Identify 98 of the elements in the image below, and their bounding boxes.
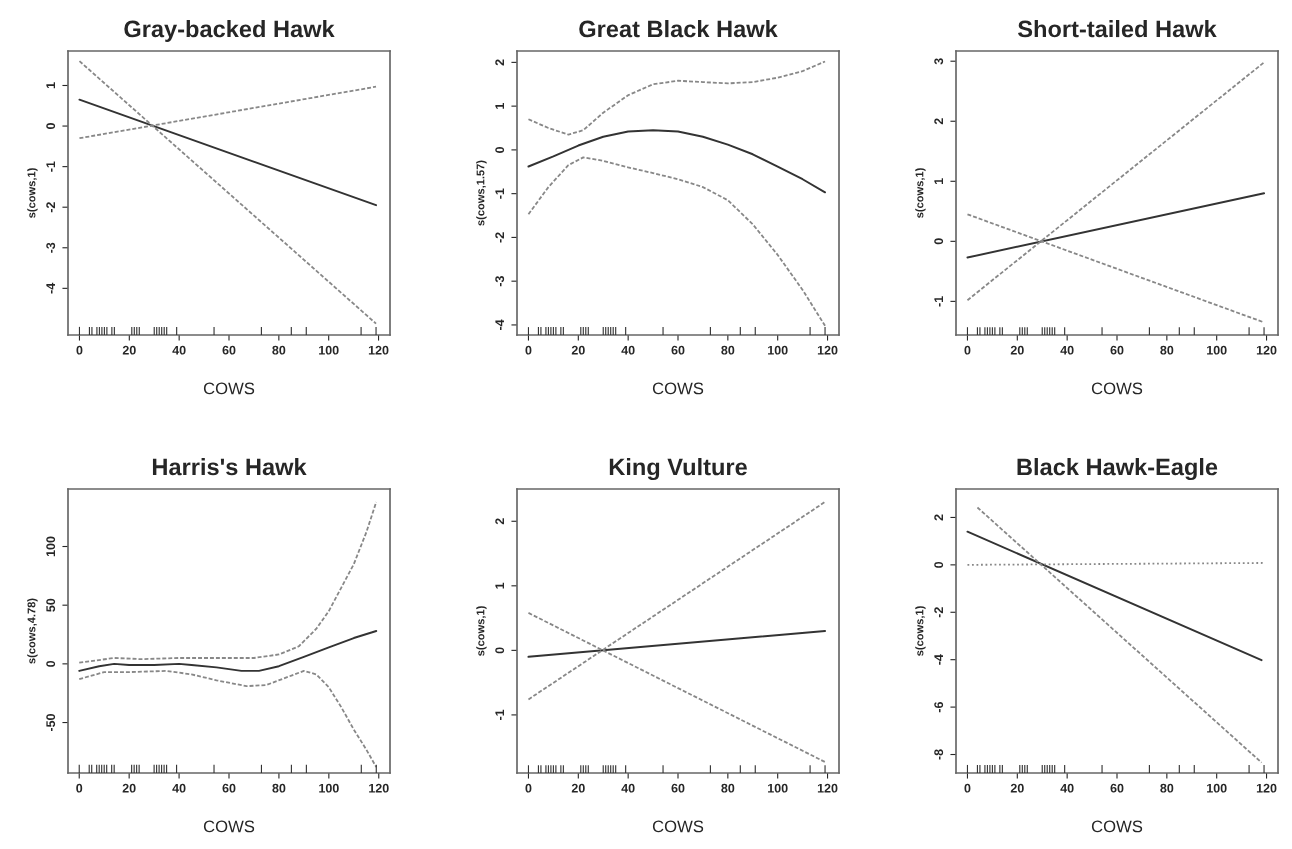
x-tick-label: 20 [122,345,136,355]
x-tick-label: 80 [1160,345,1174,355]
y-tick-label: 2 [495,518,504,525]
chart-title: Black Hawk-Eagle [1017,458,1218,481]
x-tick-label: 120 [369,783,389,793]
y-tick-label: 1 [46,82,55,89]
chart-title: Harris's Hawk [152,458,307,476]
x-axis-title: COWS [652,382,704,395]
x-tick-label: 100 [1207,345,1227,355]
x-tick-label: 80 [272,345,286,355]
y-tick-label: 2 [934,118,943,125]
y-tick-label: 0 [495,647,505,654]
x-tick-label: 0 [964,783,971,793]
x-tick-label: 80 [272,783,286,793]
x-tick-label: 40 [1060,783,1074,793]
y-tick-label: 50 [46,598,56,612]
y-tick-label: -2 [934,607,943,618]
y-axis-title: s(cows,1) [476,606,487,656]
x-tick-label: 0 [525,783,532,793]
y-axis-title: s(cows,4.78) [27,598,38,664]
chart-title: Short-tailed Hawk [1017,20,1217,38]
y-tick-label: -1 [495,709,504,720]
x-tick-label: 100 [319,345,339,355]
y-tick-label: 100 [46,536,56,557]
x-tick-label: 120 [817,783,838,793]
y-tick-label: -2 [46,202,55,213]
x-tick-label: 100 [1207,783,1227,793]
y-tick-label: -1 [934,296,943,307]
chart-title: Gray-backed Hawk [124,20,335,43]
y-tick-label: -4 [934,654,943,665]
x-tick-label: 60 [222,783,236,793]
x-axis-title: COWS [1091,820,1143,833]
x-tick-label: 40 [621,345,635,355]
y-axis-title: s(cows,1) [27,168,38,218]
x-tick-label: 120 [1256,783,1277,793]
x-tick-label: 60 [671,783,685,793]
x-tick-label: 80 [721,345,735,355]
x-tick-label: 40 [621,783,635,793]
x-tick-label: 20 [571,783,585,793]
x-tick-label: 0 [525,345,532,355]
x-tick-label: 100 [319,783,339,793]
chart-title: King Vulture [609,458,747,481]
x-axis-title: COWS [203,820,255,833]
y-tick-label: -4 [495,319,504,330]
x-tick-label: 20 [1010,783,1024,793]
line-series [527,60,826,136]
y-tick-label: -2 [495,232,504,243]
x-tick-label: 40 [1060,345,1074,355]
y-tick-label: 1 [495,103,504,109]
y-axis-title: s(cows,1.57) [476,160,487,226]
x-axis-title: COWS [652,820,704,833]
x-tick-label: 80 [1160,783,1174,793]
x-tick-label: 20 [122,783,136,793]
y-tick-label: 1 [934,178,943,184]
line-series [78,669,378,769]
x-tick-label: 40 [172,783,186,793]
x-tick-label: 60 [671,345,685,355]
x-tick-label: 100 [768,783,788,793]
x-tick-label: 120 [368,345,389,355]
line-series [78,501,378,664]
line-series [527,156,826,327]
y-tick-label: 0 [495,146,505,153]
y-tick-label: 0 [934,238,944,245]
y-tick-label: 2 [495,59,504,66]
y-tick-label: 0 [46,123,56,130]
y-tick-label: 3 [934,58,944,65]
x-tick-label: 20 [571,345,585,355]
chart-title: Great Black Hawk [579,20,778,38]
y-tick-label: 2 [934,514,943,521]
x-tick-label: 60 [222,345,236,355]
y-tick-label: -1 [495,188,504,199]
x-tick-label: 0 [76,345,83,355]
y-axis-title: s(cows,1) [915,168,926,218]
y-axis-title: s(cows,1) [915,606,926,656]
y-tick-label: -50 [46,714,56,732]
x-tick-label: 60 [1110,783,1124,793]
y-tick-label: -6 [934,701,944,713]
y-tick-label: 0 [934,561,944,568]
x-tick-label: 80 [721,783,735,793]
x-tick-label: 100 [768,345,788,355]
x-tick-label: 120 [1256,345,1277,355]
x-tick-label: 60 [1110,345,1124,355]
y-tick-label: -8 [934,749,944,760]
line-series [527,129,827,194]
y-tick-label: 0 [46,660,56,667]
line-series [78,630,378,672]
x-axis-title: COWS [1091,382,1143,395]
y-tick-label: -4 [46,282,55,294]
x-tick-label: 20 [1010,345,1024,355]
x-axis-title: COWS [203,382,255,395]
x-tick-label: 0 [76,783,83,793]
y-tick-label: -3 [495,276,505,287]
y-tick-label: 1 [495,582,504,589]
x-tick-label: 0 [964,345,971,355]
x-tick-label: 40 [172,345,186,355]
x-tick-label: 120 [817,345,838,355]
y-tick-label: -3 [46,242,56,253]
y-tick-label: -1 [46,161,55,172]
